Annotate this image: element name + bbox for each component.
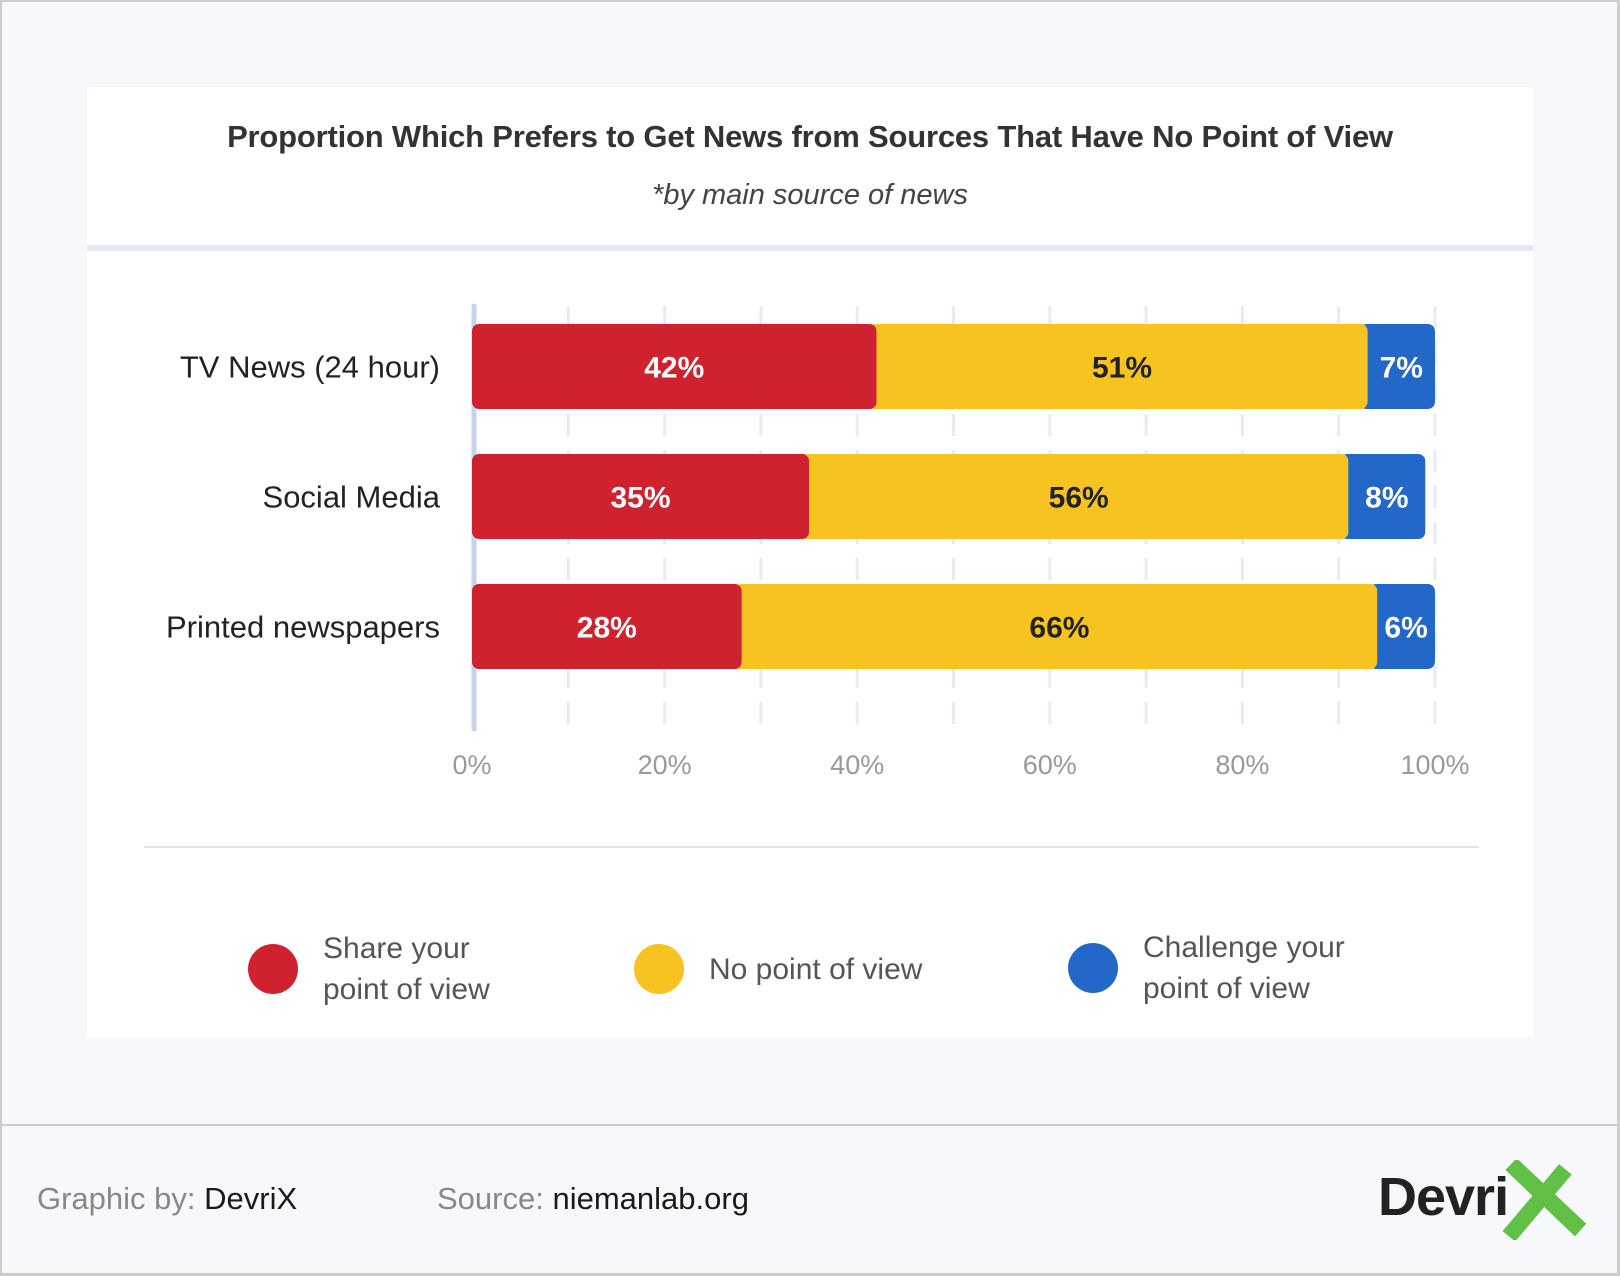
legend-divider — [144, 846, 1479, 848]
bar-segment-overlay — [741, 584, 1378, 669]
data-label: 7% — [1380, 352, 1423, 385]
legend-item-challenge[interactable]: Challenge your point of view — [1068, 927, 1345, 1009]
legend-label-share: Share your point of view — [323, 932, 490, 1006]
devrix-logo: Devri — [1378, 1160, 1588, 1240]
data-label: 28% — [577, 612, 637, 645]
legend-item-no-pov[interactable]: No point of view — [634, 928, 922, 1010]
legend-label-no-pov: No point of view — [709, 952, 923, 986]
bar-segment[interactable] — [1340, 454, 1426, 539]
legend-dot-no-pov-icon — [634, 944, 684, 994]
data-label: 56% — [1049, 482, 1109, 515]
category-label: Social Media — [263, 480, 441, 515]
legend-dot-challenge-icon — [1068, 943, 1118, 993]
x-tick-label: 20% — [638, 750, 692, 780]
source-label: Source: — [437, 1181, 544, 1216]
data-label: 51% — [1092, 352, 1152, 385]
bar-segment-overlay — [809, 454, 1349, 539]
header-divider — [87, 245, 1533, 251]
chart-card: Proportion Which Prefers to Get News fro… — [87, 87, 1533, 1038]
bar-segment-overlay — [472, 584, 742, 669]
logo-x-icon — [1502, 1160, 1587, 1240]
graphic-by-value: DevriX — [204, 1181, 298, 1216]
footer-divider — [0, 1124, 1620, 1126]
graphic-by: Graphic by: DevriX — [37, 1181, 297, 1217]
data-label: 42% — [644, 352, 704, 385]
x-tick-label: 60% — [1023, 750, 1077, 780]
category-label: TV News (24 hour) — [180, 350, 440, 385]
legend-item-share[interactable]: Share your point of view — [248, 928, 490, 1010]
chart-title: Proportion Which Prefers to Get News fro… — [227, 119, 1393, 154]
bar-segment-overlay — [472, 454, 810, 539]
x-tick-label: 0% — [452, 750, 491, 780]
source-value[interactable]: niemanlab.org — [552, 1181, 749, 1216]
legend-label-challenge: Challenge your point of view — [1143, 931, 1345, 1005]
x-tick-label: 100% — [1400, 750, 1469, 780]
x-tick-label: 40% — [830, 750, 884, 780]
data-label: 35% — [611, 482, 671, 515]
bar-segment[interactable] — [1369, 584, 1435, 669]
x-tick-label: 80% — [1215, 750, 1269, 780]
source: Source: niemanlab.org — [437, 1181, 749, 1217]
data-label: 6% — [1384, 612, 1427, 645]
legend: Share your point of view No point of vie… — [87, 87, 1533, 1038]
chart-subtitle: *by main source of news — [652, 179, 968, 211]
bar-segment[interactable] — [1359, 324, 1435, 409]
bar-segment-overlay — [472, 324, 877, 409]
logo-text: Devri — [1378, 1167, 1509, 1227]
bar-segment-overlay — [876, 324, 1368, 409]
graphic-by-label: Graphic by: — [37, 1181, 196, 1216]
legend-dot-share-icon — [248, 944, 298, 994]
bar-chart: TV News (24 hour) 42% 51% 7% Social Media 35%… — [166, 303, 1470, 780]
category-label: Printed newspapers — [166, 610, 440, 645]
data-label: 66% — [1029, 612, 1089, 645]
data-label: 8% — [1365, 482, 1408, 515]
